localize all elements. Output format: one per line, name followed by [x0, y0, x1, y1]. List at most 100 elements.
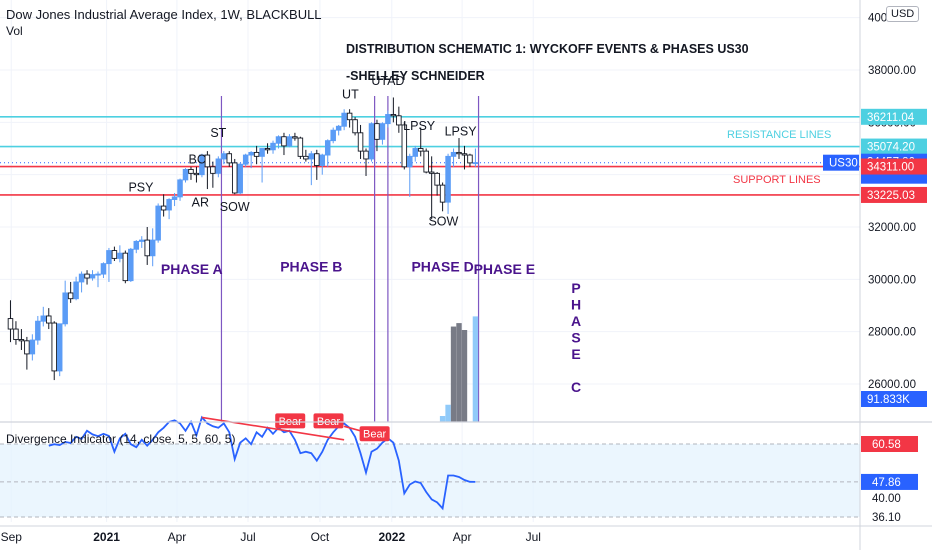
- candle-body: [286, 136, 293, 147]
- price-label-box: [823, 154, 859, 171]
- x-tick-label: 2021: [93, 530, 120, 544]
- annotation-author: -SHELLEY SCHNEIDER: [346, 69, 485, 83]
- wyckoff-event-label: AR: [192, 195, 209, 209]
- candle-body: [166, 199, 172, 211]
- candles: [7, 97, 479, 381]
- indicator-tick-label: 36.10: [872, 512, 901, 524]
- candle-body: [281, 136, 287, 147]
- candle-body: [95, 273, 101, 276]
- candle-body: [78, 273, 85, 283]
- currency-button[interactable]: USD: [886, 6, 920, 22]
- candle-body: [29, 339, 36, 355]
- grid: [0, 0, 860, 522]
- phase-label: PHASE A: [161, 261, 223, 277]
- price-label-box: [861, 391, 927, 407]
- volume-bar: [456, 323, 462, 422]
- phase-label: PHASE B: [280, 258, 342, 274]
- candle-body: [363, 150, 369, 160]
- candle-body: [149, 239, 156, 257]
- indicator-value: 47.86: [872, 477, 901, 489]
- wyckoff-event-label: UT: [342, 87, 359, 101]
- candle-body: [106, 250, 112, 265]
- candle-body: [385, 114, 391, 125]
- x-tick-label: Sep: [1, 530, 23, 544]
- candle-body: [221, 153, 227, 160]
- candle-body: [138, 239, 145, 242]
- indicator-value: 60.58: [872, 439, 901, 451]
- candle-body: [445, 155, 451, 203]
- candle-body: [18, 339, 25, 342]
- candle-body: [270, 142, 276, 151]
- candle-body: [231, 162, 238, 194]
- candle-body: [204, 154, 211, 168]
- candle-body: [379, 123, 386, 140]
- price-label: 91.833K: [867, 394, 910, 406]
- x-tick-label: Oct: [311, 530, 330, 544]
- phase-divider-lines: [220, 96, 480, 422]
- wyckoff-event-label: LPSY: [403, 119, 436, 133]
- bear-label: Bear: [363, 429, 387, 441]
- candle-body: [62, 292, 68, 325]
- candle-body: [89, 274, 96, 279]
- candle-body: [128, 248, 134, 282]
- price-label: 34311.00: [867, 162, 914, 174]
- candle-body: [264, 148, 271, 151]
- volume-label: Vol: [6, 24, 23, 38]
- candle-body: [171, 196, 178, 200]
- candle-body: [423, 150, 429, 173]
- candle-body: [292, 136, 298, 139]
- candle-body: [193, 172, 200, 176]
- candle-body: [401, 124, 408, 168]
- candle-body: [144, 239, 150, 257]
- divergence-indicator: [0, 415, 860, 518]
- phase-c-letter: A: [571, 313, 581, 329]
- phase-c-letter: E: [571, 346, 580, 362]
- candle-body: [319, 154, 326, 166]
- candle-body: [67, 292, 74, 300]
- price-label-box: [861, 108, 927, 125]
- candle-body: [467, 154, 473, 164]
- indicator-band: [0, 444, 860, 517]
- candle-body: [111, 250, 118, 259]
- candle-body: [428, 171, 435, 174]
- phase-c-letter: C: [571, 379, 581, 395]
- candle-body: [24, 340, 30, 355]
- candle-body: [237, 163, 243, 194]
- volume-bar: [439, 416, 446, 422]
- candle-body: [51, 322, 57, 372]
- candle-body: [275, 136, 282, 144]
- wyckoff-event-label: BC: [189, 152, 206, 166]
- phase-label: PHASE D: [411, 258, 473, 274]
- candle-body: [210, 166, 216, 174]
- phase-c-letter: P: [571, 280, 580, 296]
- candle-body: [412, 148, 419, 157]
- candle-body: [253, 151, 260, 157]
- bear-label-bg: [359, 426, 390, 442]
- candle-body: [160, 205, 167, 211]
- price-label-box: [861, 138, 927, 155]
- price-label: US30: [829, 158, 858, 170]
- y-tick-label: 38000.00: [868, 65, 916, 77]
- bear-label-bg: [275, 413, 306, 429]
- candle-body: [35, 320, 41, 341]
- wyckoff-event-label: LPSY: [445, 124, 478, 138]
- wyckoff-event-label: UTAD: [371, 74, 404, 88]
- x-tick-label: Apr: [453, 530, 472, 544]
- y-tick-label: 32000.00: [868, 222, 916, 234]
- candle-body: [308, 153, 315, 160]
- candle-body: [335, 125, 342, 131]
- candle-body: [439, 184, 446, 203]
- candle-body: [330, 129, 336, 142]
- candle-body: [248, 151, 254, 156]
- price-label: 33225.03: [867, 190, 915, 202]
- support-lines-label: SUPPORT LINES: [733, 174, 821, 186]
- candle-body: [56, 323, 63, 372]
- volume-bars: [439, 316, 479, 422]
- wyckoff-event-label: ST: [210, 126, 226, 140]
- candle-body: [133, 240, 140, 250]
- candle-body: [461, 153, 468, 156]
- price-label-box: [861, 158, 927, 175]
- indicator-value-box: [861, 436, 918, 452]
